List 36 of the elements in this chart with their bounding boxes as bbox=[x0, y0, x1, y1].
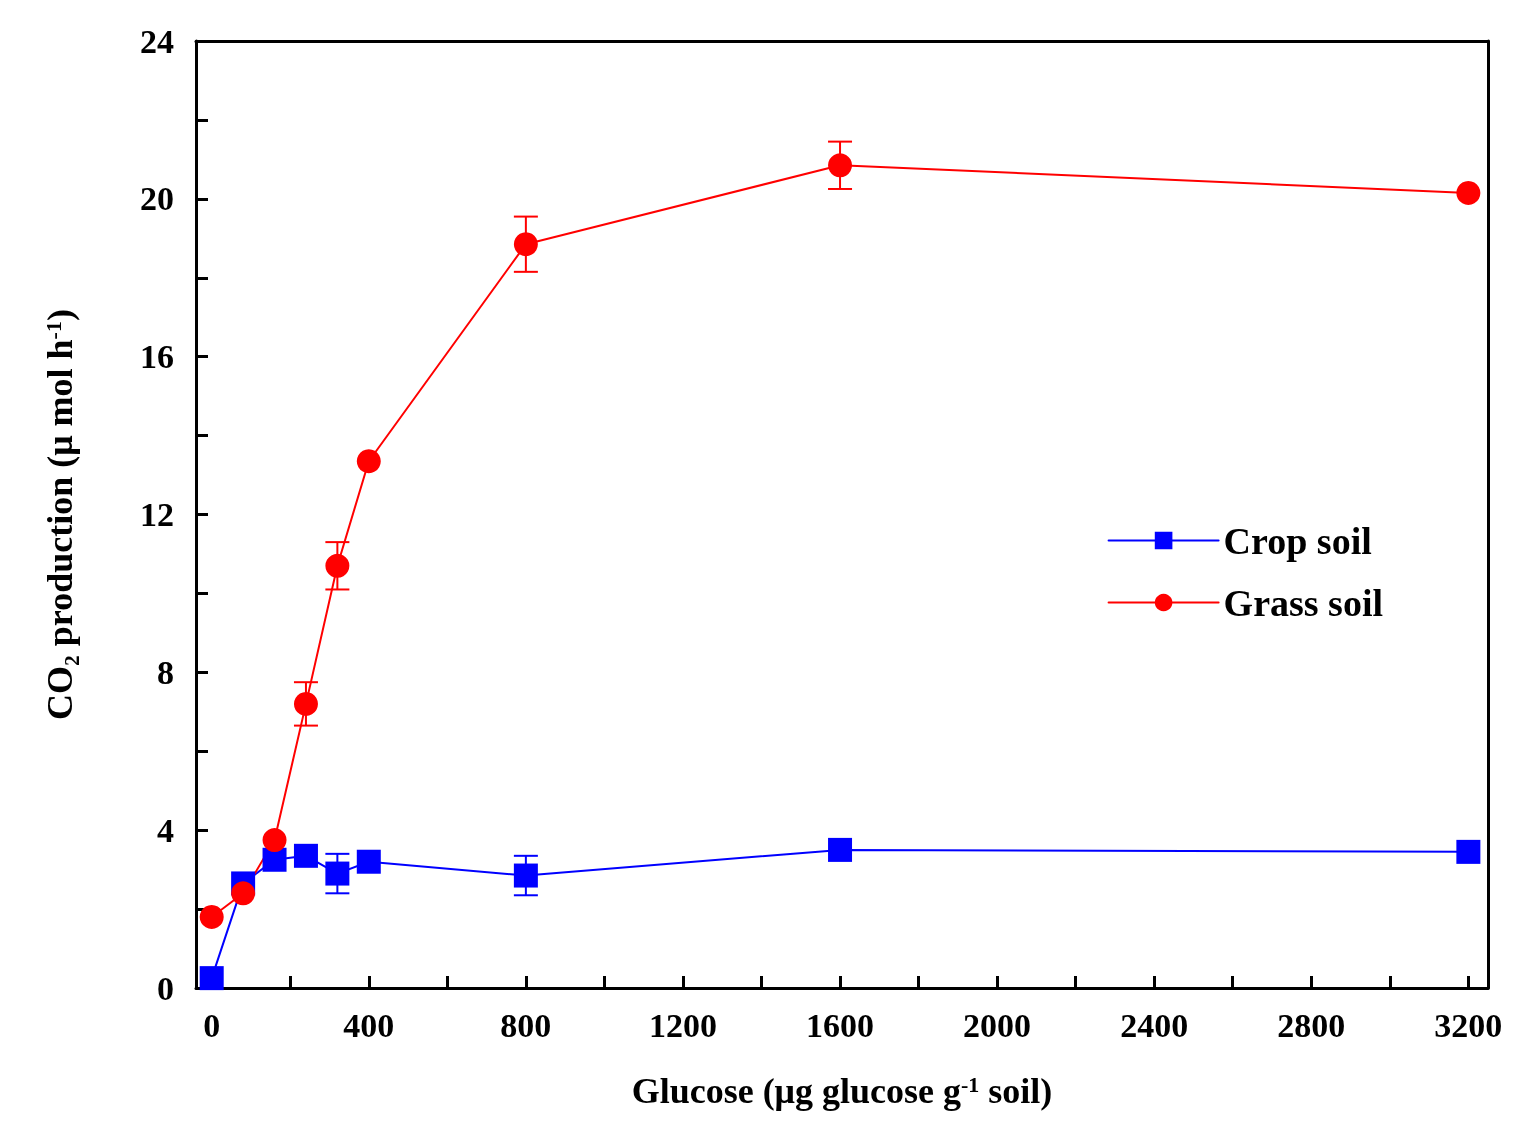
x-tick-label: 1200 bbox=[648, 1006, 717, 1044]
point bbox=[513, 863, 538, 888]
x-tick-label: 3200 bbox=[1434, 1006, 1503, 1044]
point bbox=[293, 843, 318, 868]
y-axis-title: CO₂ production (μ mol h-1) bbox=[40, 309, 80, 720]
y-tick-label: 12 bbox=[140, 496, 174, 533]
x-tick-label: 0 bbox=[203, 1006, 221, 1044]
x-tick-label: 800 bbox=[500, 1006, 552, 1044]
x-tick-label: 2400 bbox=[1120, 1006, 1189, 1044]
point bbox=[828, 837, 853, 862]
y-tick-label: 24 bbox=[140, 22, 174, 60]
x-tick-label: 1600 bbox=[806, 1006, 875, 1044]
y-tick-label: 8 bbox=[157, 653, 174, 691]
point bbox=[1456, 180, 1481, 205]
point bbox=[262, 828, 287, 853]
point bbox=[1456, 839, 1481, 864]
y-tick-label: 0 bbox=[157, 969, 174, 1007]
point bbox=[828, 153, 853, 178]
x-tick-label: 2800 bbox=[1277, 1006, 1346, 1044]
point bbox=[231, 881, 256, 906]
x-tick-label: 400 bbox=[343, 1006, 395, 1044]
point bbox=[325, 553, 350, 578]
y-tick-label: 16 bbox=[140, 338, 174, 376]
point bbox=[199, 966, 224, 991]
y-tick-label: 20 bbox=[140, 180, 174, 218]
x-tick-label: 2000 bbox=[963, 1006, 1032, 1044]
point bbox=[199, 904, 224, 929]
point bbox=[356, 849, 381, 874]
legend-label: Crop soil bbox=[1223, 519, 1372, 562]
point bbox=[513, 232, 538, 257]
point bbox=[293, 691, 318, 716]
y-tick-label: 4 bbox=[157, 811, 174, 849]
point bbox=[356, 449, 381, 474]
point bbox=[262, 847, 287, 872]
point bbox=[325, 861, 350, 886]
legend-label: Grass soil bbox=[1223, 581, 1383, 624]
